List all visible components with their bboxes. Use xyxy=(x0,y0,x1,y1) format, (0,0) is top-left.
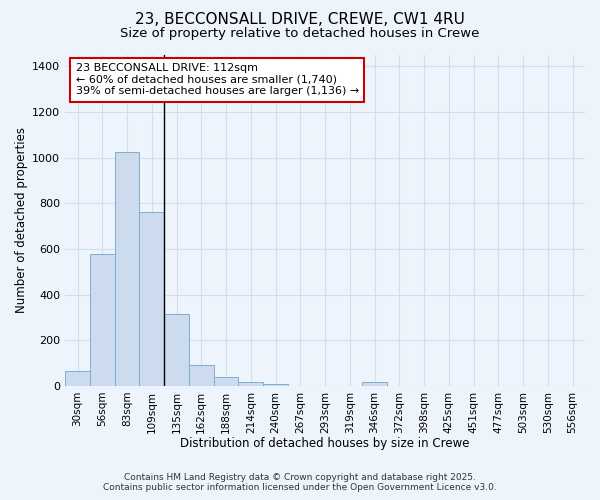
Bar xyxy=(263,384,288,386)
Text: Size of property relative to detached houses in Crewe: Size of property relative to detached ho… xyxy=(121,28,479,40)
Bar xyxy=(189,366,214,386)
Bar xyxy=(115,152,139,386)
Text: 23, BECCONSALL DRIVE, CREWE, CW1 4RU: 23, BECCONSALL DRIVE, CREWE, CW1 4RU xyxy=(135,12,465,28)
Bar xyxy=(238,382,263,386)
Y-axis label: Number of detached properties: Number of detached properties xyxy=(15,128,28,314)
Bar xyxy=(214,376,238,386)
Text: 23 BECCONSALL DRIVE: 112sqm
← 60% of detached houses are smaller (1,740)
39% of : 23 BECCONSALL DRIVE: 112sqm ← 60% of det… xyxy=(76,64,359,96)
Text: Contains HM Land Registry data © Crown copyright and database right 2025.
Contai: Contains HM Land Registry data © Crown c… xyxy=(103,473,497,492)
Bar xyxy=(139,212,164,386)
Bar xyxy=(362,382,387,386)
Bar xyxy=(90,254,115,386)
Bar xyxy=(164,314,189,386)
X-axis label: Distribution of detached houses by size in Crewe: Distribution of detached houses by size … xyxy=(181,437,470,450)
Bar xyxy=(65,371,90,386)
